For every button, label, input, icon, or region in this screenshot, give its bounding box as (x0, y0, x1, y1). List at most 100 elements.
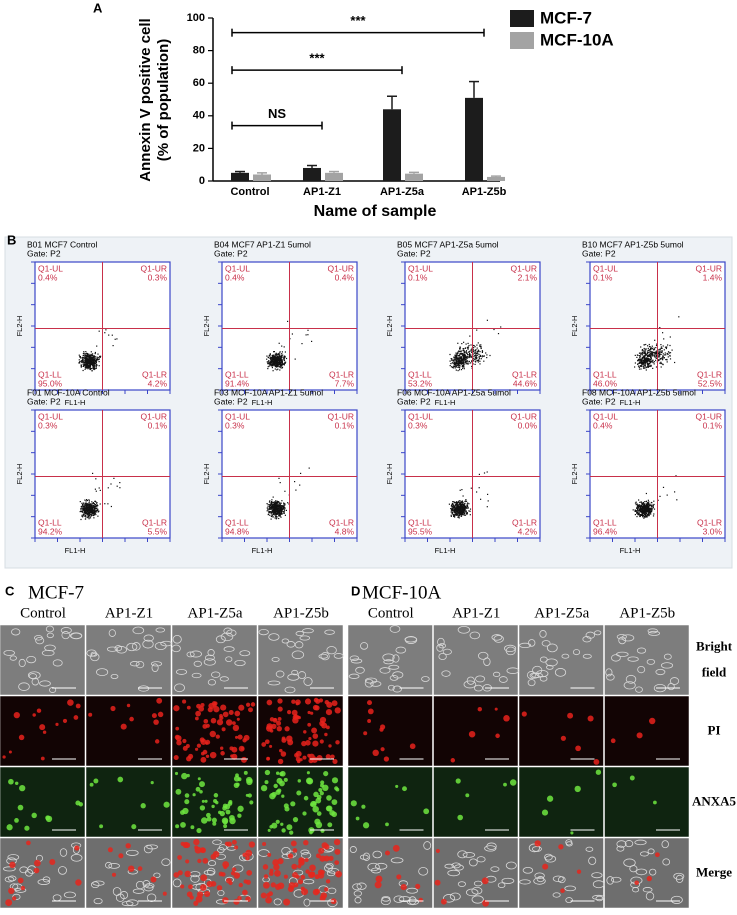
event-dot (648, 359, 649, 360)
event-dot (113, 345, 114, 346)
event-dot (674, 491, 675, 492)
event-dot (282, 355, 283, 356)
event-dot (648, 515, 649, 516)
event-dot (292, 333, 293, 334)
event-dot (643, 362, 644, 363)
event-dot (464, 363, 465, 364)
cell (211, 805, 214, 808)
event-dot (269, 500, 270, 501)
cell (237, 806, 243, 812)
cell (630, 776, 635, 781)
cell (289, 882, 296, 889)
event-dot (271, 505, 272, 506)
event-dot (105, 329, 106, 330)
event-dot (87, 517, 88, 518)
event-dot (482, 356, 483, 357)
event-dot (281, 503, 282, 504)
x-tick-label: AP1-Z5a (380, 186, 425, 198)
event-dot (462, 502, 463, 503)
cell (465, 793, 469, 797)
event-dot (642, 512, 643, 513)
event-dot (267, 509, 268, 510)
event-dot (277, 366, 278, 367)
event-dot (91, 354, 92, 355)
event-dot (465, 356, 466, 357)
event-dot (649, 349, 650, 350)
cell (34, 860, 41, 867)
event-dot (93, 513, 94, 514)
cell (227, 841, 232, 846)
cell (261, 742, 266, 747)
event-dot (468, 343, 469, 344)
event-dot (455, 367, 456, 368)
quadrant-value: 0.3% (408, 420, 428, 430)
y-axis-label: (% of population) (155, 39, 172, 161)
event-dot (99, 487, 100, 488)
cell (324, 887, 328, 891)
event-dot (461, 369, 462, 370)
cell (301, 887, 305, 891)
legend-swatch (510, 10, 534, 27)
event-dot (452, 501, 453, 502)
cell (326, 754, 331, 759)
event-dot (93, 512, 94, 513)
cell (5, 899, 12, 906)
event-dot (86, 510, 87, 511)
event-dot (281, 353, 282, 354)
cell (385, 850, 390, 855)
event-dot (639, 504, 640, 505)
column-label: AP1-Z1 (452, 605, 500, 621)
event-dot (462, 503, 463, 504)
event-dot (467, 364, 468, 365)
cell (457, 815, 463, 821)
event-dot (649, 365, 650, 366)
cell (558, 844, 563, 849)
cell (278, 717, 282, 721)
quadrant-value: 94.2% (38, 526, 63, 536)
event-dot (280, 363, 281, 364)
event-dot (111, 506, 112, 507)
cell (575, 745, 581, 751)
event-dot (640, 366, 641, 367)
cell (292, 872, 298, 878)
cell (274, 870, 281, 877)
cell (75, 800, 80, 805)
event-dot (88, 516, 89, 517)
cell (611, 738, 616, 743)
legend-swatch (510, 32, 534, 49)
cell (177, 855, 182, 860)
event-dot (650, 509, 651, 510)
event-dot (462, 362, 463, 363)
cell (280, 771, 286, 777)
event-dot (449, 504, 450, 505)
column-label: Control (368, 605, 414, 621)
event-dot (451, 510, 452, 511)
cell (277, 698, 282, 703)
cell (267, 700, 273, 706)
micrograph (519, 767, 604, 837)
cell (283, 899, 290, 906)
plot-gate: Gate: P2 (214, 396, 248, 406)
event-dot (459, 500, 460, 501)
cell (368, 709, 374, 715)
event-dot (460, 354, 461, 355)
cell (234, 872, 240, 878)
event-dot (80, 511, 81, 512)
event-dot (488, 500, 489, 501)
event-dot (271, 512, 272, 513)
event-dot (647, 345, 648, 346)
cell (196, 787, 201, 792)
cell (195, 711, 201, 717)
cell (265, 897, 272, 904)
event-dot (284, 346, 285, 347)
event-dot (104, 503, 105, 504)
cell (226, 719, 232, 725)
event-dot (84, 357, 85, 358)
event-dot (644, 501, 645, 502)
cell (317, 795, 322, 800)
quadrant-value: 4.2% (148, 378, 168, 388)
event-dot (80, 509, 81, 510)
event-dot (84, 500, 85, 501)
event-dot (84, 505, 85, 506)
event-dot (661, 363, 662, 364)
